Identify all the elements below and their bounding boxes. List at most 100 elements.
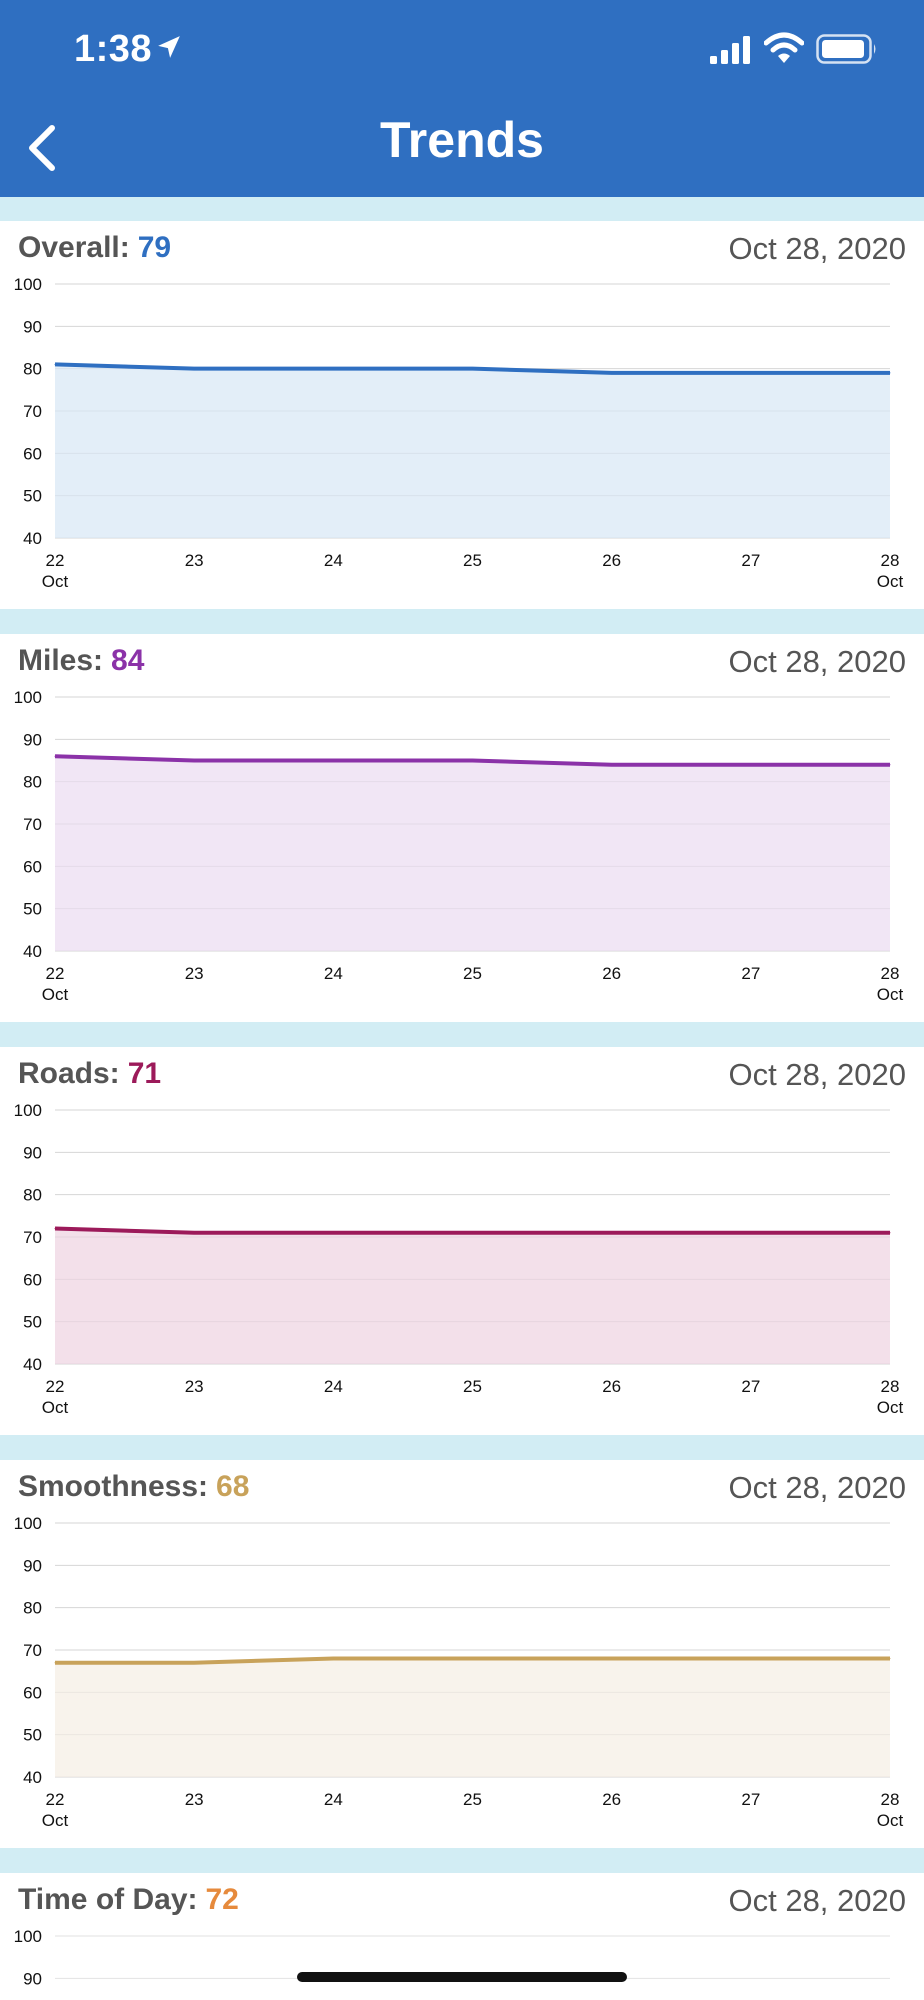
y-tick-label: 80 <box>23 1186 42 1205</box>
card-label: Roads: <box>18 1057 120 1090</box>
data-point <box>54 755 56 757</box>
x-tick-label: 28 Oct <box>877 1377 904 1417</box>
card-heading: Smoothness: 68 <box>18 1470 249 1504</box>
x-tick-label: 23 <box>185 551 204 570</box>
y-tick-label: 90 <box>23 1556 42 1575</box>
card-date: Oct 28, 2020 <box>728 1883 906 1918</box>
app-header: 1:38 Trends <box>0 0 924 197</box>
card-label: Smoothness: <box>18 1470 209 1503</box>
trend-card-miles[interactable]: Miles: 84 Oct 28, 2020 100 90 80 70 60 50 40 22 O… <box>0 634 924 1022</box>
y-tick-label: 40 <box>23 529 42 548</box>
data-point <box>193 760 195 761</box>
series-area <box>55 756 890 951</box>
x-tick-label: 24 <box>324 1377 343 1396</box>
data-point <box>750 1232 752 1234</box>
x-tick-label: 22 Oct <box>42 1790 69 1830</box>
card-date: Oct 28, 2020 <box>728 1470 906 1505</box>
y-tick-label: 90 <box>23 1143 42 1162</box>
data-point <box>54 1662 56 1664</box>
data-point <box>332 368 334 370</box>
card-score: 84 <box>111 644 145 677</box>
series-area <box>55 364 890 538</box>
x-tick-label: 27 <box>741 1377 760 1396</box>
y-tick-label: 50 <box>23 1726 42 1745</box>
x-tick-label: 22 Oct <box>42 1377 69 1417</box>
card-date: Oct 28, 2020 <box>728 644 906 679</box>
data-point <box>54 363 56 365</box>
data-point <box>889 372 891 374</box>
y-tick-label: 60 <box>23 444 42 463</box>
data-point <box>472 368 473 370</box>
y-tick-label: 70 <box>23 402 42 421</box>
x-tick-label: 23 <box>185 1790 204 1809</box>
y-tick-label: 40 <box>23 1355 42 1374</box>
card-score: 79 <box>137 231 172 264</box>
data-point <box>472 1657 473 1659</box>
card-label: Miles: <box>18 644 104 677</box>
card-score: 68 <box>216 1470 250 1503</box>
data-point <box>332 760 334 761</box>
cellular-signal-icon <box>710 36 750 64</box>
card-heading: Miles: 84 <box>18 644 144 678</box>
back-button[interactable] <box>18 118 68 178</box>
data-point <box>750 1657 752 1659</box>
data-point <box>611 372 613 374</box>
data-point <box>332 1657 334 1659</box>
x-tick-label: 28 Oct <box>877 1790 904 1830</box>
x-tick-label: 25 <box>463 1377 482 1396</box>
location-arrow-icon <box>158 36 180 58</box>
wifi-icon <box>764 32 804 63</box>
y-tick-label: 100 <box>14 688 42 707</box>
series-area <box>55 1658 890 1777</box>
series-line <box>54 1226 890 1235</box>
card-heading: Overall: 79 <box>18 231 171 265</box>
trend-card-smoothness[interactable]: Smoothness: 68 Oct 28, 2020 100 90 80 70 60 50… <box>0 1460 924 1848</box>
y-tick-label: 90 <box>23 730 42 749</box>
x-tick-label: 24 <box>324 551 343 570</box>
data-point <box>472 760 473 761</box>
y-tick-label: 100 <box>14 1927 42 1946</box>
y-tick-label: 100 <box>14 1101 42 1120</box>
status-time: 1:38 <box>74 28 153 70</box>
x-tick-label: 26 <box>602 551 621 570</box>
card-date: Oct 28, 2020 <box>728 231 906 266</box>
data-point <box>332 1232 334 1234</box>
card-heading: Roads: 71 <box>18 1057 161 1091</box>
y-tick-label: 70 <box>23 1228 42 1247</box>
card-label: Time of Day: <box>18 1883 198 1916</box>
y-tick-label: 40 <box>23 942 42 961</box>
x-tick-label: 25 <box>463 551 482 570</box>
data-point <box>889 1232 891 1234</box>
trend-card-overall[interactable]: Overall: 79 Oct 28, 2020 100 90 80 70 60 50 40 2… <box>0 221 924 609</box>
x-tick-label: 26 <box>602 964 621 983</box>
battery-icon <box>816 34 876 64</box>
x-tick-label: 27 <box>741 551 760 570</box>
card-date: Oct 28, 2020 <box>728 1057 906 1092</box>
y-tick-label: 60 <box>23 1270 42 1289</box>
x-tick-label: 28 Oct <box>877 964 904 1004</box>
x-tick-label: 26 <box>602 1790 621 1809</box>
trend-card-roads[interactable]: Roads: 71 Oct 28, 2020 100 90 80 70 60 50 40 22 O… <box>0 1047 924 1435</box>
x-tick-label: 24 <box>324 1790 343 1809</box>
y-tick-label: 50 <box>23 900 42 919</box>
data-point <box>472 1232 473 1234</box>
home-indicator <box>297 1972 627 1982</box>
y-tick-label: 50 <box>23 487 42 506</box>
data-point <box>889 764 891 766</box>
y-tick-label: 90 <box>23 317 42 336</box>
x-tick-label: 22 Oct <box>42 964 69 1004</box>
x-tick-label: 25 <box>463 1790 482 1809</box>
data-point <box>193 1662 195 1664</box>
y-tick-label: 70 <box>23 1641 42 1660</box>
y-tick-label: 100 <box>14 275 42 294</box>
x-tick-label: 26 <box>602 1377 621 1396</box>
data-point <box>750 764 752 766</box>
data-point <box>889 1657 891 1659</box>
data-point <box>54 1228 56 1230</box>
time-of-day-trend-chart: 100 90 <box>14 1927 890 1988</box>
y-tick-label: 70 <box>23 815 42 834</box>
series-area <box>55 1228 890 1364</box>
